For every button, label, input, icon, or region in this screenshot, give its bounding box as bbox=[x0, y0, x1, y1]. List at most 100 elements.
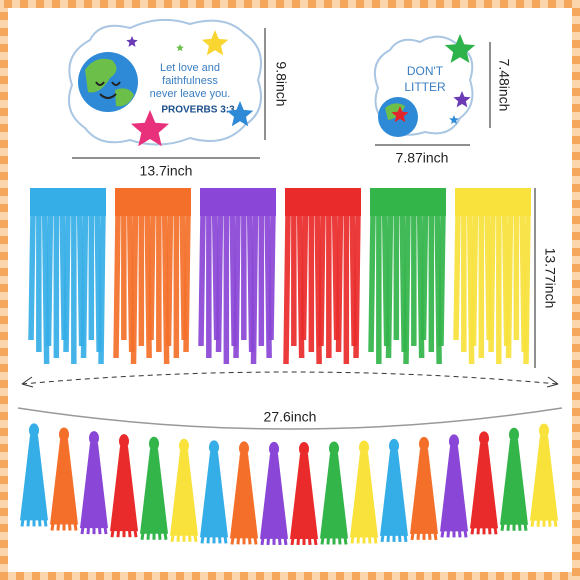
tassel-strand bbox=[272, 456, 288, 546]
fringe-header bbox=[115, 188, 191, 216]
fringe-strip bbox=[300, 213, 309, 341]
tassel-strand bbox=[62, 442, 78, 531]
fringe-strip bbox=[318, 213, 326, 347]
fringe-header bbox=[200, 188, 276, 216]
fringe-strip bbox=[215, 213, 224, 353]
card-text: DON'T bbox=[407, 64, 444, 78]
tassel-knot bbox=[179, 438, 189, 453]
fringe-group bbox=[28, 188, 531, 365]
star bbox=[391, 106, 409, 123]
tassel-strand bbox=[392, 453, 408, 543]
tassel-strand bbox=[362, 455, 378, 544]
garland-string bbox=[17, 407, 563, 430]
star bbox=[176, 44, 184, 52]
fringe-header bbox=[370, 188, 446, 216]
card-text: LITTER bbox=[404, 80, 446, 94]
fringe-header bbox=[30, 188, 106, 216]
dimension-label: 13.77inch bbox=[542, 248, 558, 309]
tassel-strand bbox=[482, 446, 498, 535]
tassel-knot bbox=[29, 423, 39, 438]
tassel-knot bbox=[59, 427, 69, 442]
tassel-knot bbox=[209, 440, 219, 455]
fringe-strip bbox=[250, 213, 259, 365]
fringe-strip bbox=[488, 213, 496, 353]
tassel-knot bbox=[419, 436, 429, 451]
fringe-strip bbox=[335, 213, 344, 353]
dimension-label: 27.6inch bbox=[264, 409, 317, 425]
tassel-knot bbox=[89, 431, 99, 446]
tassel-strand bbox=[182, 453, 198, 543]
card-reference: PROVERBS 3:3 bbox=[161, 105, 235, 116]
fringe-strip bbox=[385, 213, 394, 359]
fringe-strip bbox=[198, 213, 206, 347]
star bbox=[201, 30, 229, 56]
fringe-strip bbox=[368, 213, 376, 353]
fringe-strip bbox=[28, 213, 36, 341]
star bbox=[131, 110, 169, 147]
fringe-strip bbox=[420, 213, 429, 341]
tassel-knot bbox=[449, 434, 459, 449]
tassel-knot bbox=[479, 431, 489, 446]
star bbox=[449, 115, 459, 124]
fringe-strip bbox=[523, 213, 531, 365]
face bbox=[95, 81, 121, 99]
fringe-strip bbox=[80, 213, 89, 359]
tassel-group bbox=[20, 423, 558, 546]
fringe-strip bbox=[283, 213, 291, 365]
card-text: never leave you. bbox=[150, 88, 231, 100]
arrow-heads bbox=[21, 376, 559, 388]
fringe-header bbox=[285, 188, 361, 216]
tassel-strand bbox=[422, 451, 438, 541]
fringe-strip bbox=[438, 213, 446, 347]
fringe-strip bbox=[453, 213, 461, 341]
land bbox=[85, 58, 134, 107]
fringe-strip bbox=[470, 213, 479, 347]
fringe-strip bbox=[233, 213, 241, 359]
fringe-strip bbox=[148, 213, 156, 341]
fringe-header bbox=[455, 188, 531, 216]
tassel-strand bbox=[452, 449, 468, 538]
fringe-strip bbox=[505, 213, 514, 359]
fringe-strip bbox=[403, 213, 411, 365]
fringe-strip bbox=[353, 213, 361, 359]
dimension-label: 7.48inch bbox=[496, 59, 512, 112]
fringe-strip bbox=[45, 213, 54, 347]
tassel-strand bbox=[152, 451, 168, 540]
tassel-knot bbox=[389, 438, 399, 453]
fringe-strip bbox=[63, 213, 71, 353]
dimension-label: 7.87inch bbox=[396, 150, 449, 166]
tassel-knot bbox=[539, 423, 549, 438]
tassel-strand bbox=[212, 455, 228, 544]
tassel-strand bbox=[302, 456, 318, 546]
dimension-label: 13.7inch bbox=[140, 163, 193, 179]
tassel-strand bbox=[122, 448, 138, 538]
dimension-arc bbox=[21, 371, 559, 385]
tassel-knot bbox=[239, 441, 249, 456]
tassel-strand bbox=[332, 456, 348, 545]
tassel-knot bbox=[299, 441, 309, 456]
fringe-strip bbox=[183, 213, 191, 353]
tassel-strand bbox=[542, 438, 558, 527]
star bbox=[444, 34, 476, 63]
tassel-strand bbox=[512, 442, 528, 531]
fringe-strip bbox=[130, 213, 139, 365]
card-text: Let love and bbox=[160, 62, 220, 74]
fringe-strip bbox=[113, 213, 121, 359]
tassel-knot bbox=[269, 441, 279, 456]
tassel-strand bbox=[242, 456, 258, 545]
tassel-strand bbox=[32, 438, 48, 527]
tassel-knot bbox=[509, 427, 519, 442]
tassel-strand bbox=[92, 445, 108, 535]
dimension-label: 9.8inch bbox=[273, 61, 289, 106]
fringe-strip bbox=[268, 213, 276, 341]
star bbox=[226, 101, 254, 127]
tassel-knot bbox=[119, 434, 129, 449]
card-text: faithfulness bbox=[162, 75, 218, 87]
star bbox=[126, 36, 138, 47]
fringe-strip bbox=[165, 213, 174, 347]
tassel-knot bbox=[359, 440, 369, 455]
tassel-knot bbox=[149, 436, 159, 451]
star bbox=[453, 91, 471, 108]
